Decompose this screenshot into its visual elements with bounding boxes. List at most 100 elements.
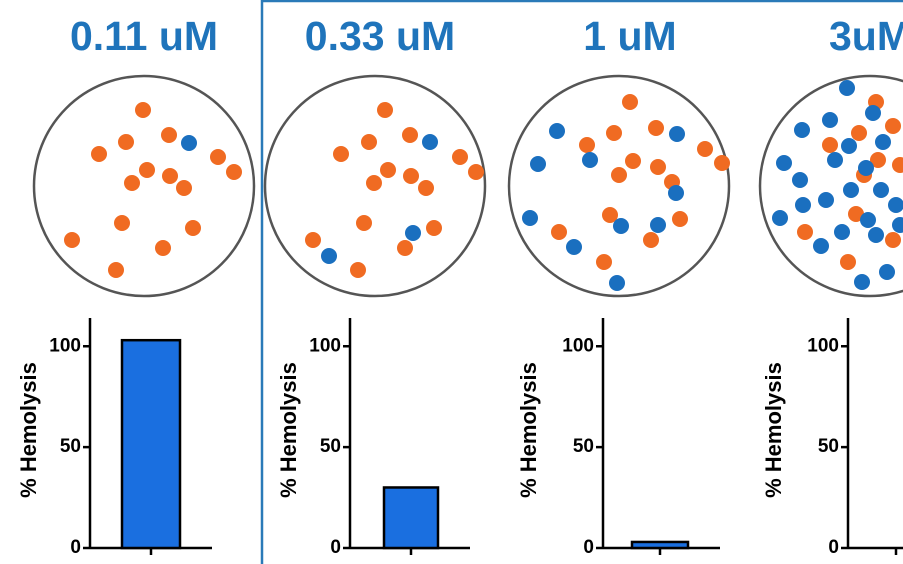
cell-dot bbox=[839, 80, 855, 96]
cell-dot bbox=[181, 135, 197, 151]
y-tick-label: 0 bbox=[828, 537, 839, 558]
figure: 0.11 uM % Hemolysis 0 50 100 0.33 uM % Hemolys… bbox=[0, 0, 903, 564]
cell-dot bbox=[321, 248, 337, 264]
cell-dot bbox=[579, 137, 595, 153]
cell-dot bbox=[366, 175, 382, 191]
cell-dot bbox=[64, 232, 80, 248]
cell-dot bbox=[118, 134, 134, 150]
cell-dot bbox=[813, 238, 829, 254]
cell-dot bbox=[135, 102, 151, 118]
cell-dot bbox=[843, 182, 859, 198]
cell-dot bbox=[697, 141, 713, 157]
y-tick-label: 0 bbox=[583, 537, 594, 558]
bar bbox=[384, 487, 438, 548]
panel-title: 3uM bbox=[829, 13, 903, 59]
cell-dot bbox=[622, 94, 638, 110]
cell-dot bbox=[176, 180, 192, 196]
cell-dot bbox=[797, 224, 813, 240]
cell-dot bbox=[668, 185, 684, 201]
cell-dot bbox=[551, 224, 567, 240]
cell-dot bbox=[161, 127, 177, 143]
y-tick-label: 0 bbox=[70, 537, 81, 558]
y-tick-label: 100 bbox=[807, 335, 839, 356]
cell-dot bbox=[114, 215, 130, 231]
cell-dot bbox=[827, 152, 843, 168]
cell-dot bbox=[795, 197, 811, 213]
cell-dot bbox=[155, 240, 171, 256]
cell-dot bbox=[356, 215, 372, 231]
y-tick-label: 50 bbox=[60, 436, 81, 457]
y-tick-label: 100 bbox=[49, 335, 81, 356]
cell-dot bbox=[452, 149, 468, 165]
panel-title: 0.33 uM bbox=[305, 13, 455, 59]
cell-dot bbox=[879, 264, 895, 280]
cell-dot bbox=[522, 210, 538, 226]
cell-dot bbox=[772, 210, 788, 226]
cell-dot bbox=[582, 152, 598, 168]
cell-dot bbox=[794, 122, 810, 138]
y-tick-label: 100 bbox=[309, 335, 341, 356]
y-axis-label: % Hemolysis bbox=[276, 362, 301, 498]
cell-dot bbox=[885, 232, 901, 248]
cell-dot bbox=[875, 134, 891, 150]
cell-dot bbox=[643, 232, 659, 248]
panel-title: 0.11 uM bbox=[70, 13, 218, 59]
cell-dot bbox=[162, 168, 178, 184]
cell-dot bbox=[397, 240, 413, 256]
cell-dot bbox=[865, 105, 881, 121]
cell-dot bbox=[210, 149, 226, 165]
cell-dot bbox=[566, 239, 582, 255]
cell-dot bbox=[841, 138, 857, 154]
cell-dot bbox=[611, 167, 627, 183]
cell-dot bbox=[669, 126, 685, 142]
y-tick-label: 100 bbox=[562, 335, 594, 356]
cell-dot bbox=[91, 146, 107, 162]
cell-dot bbox=[834, 224, 850, 240]
y-tick-label: 50 bbox=[573, 436, 594, 457]
cell-dot bbox=[596, 254, 612, 270]
cell-dot bbox=[892, 157, 903, 173]
cell-dot bbox=[648, 120, 664, 136]
cell-dot bbox=[851, 125, 867, 141]
cell-dot bbox=[818, 192, 834, 208]
cell-dot bbox=[860, 212, 876, 228]
cell-dot bbox=[650, 217, 666, 233]
cell-dot bbox=[380, 162, 396, 178]
y-tick-label: 0 bbox=[330, 537, 341, 558]
cell-dot bbox=[776, 155, 792, 171]
cell-dot bbox=[139, 162, 155, 178]
cell-dot bbox=[305, 232, 321, 248]
cell-dot bbox=[377, 102, 393, 118]
cell-dot bbox=[226, 164, 242, 180]
cell-dot bbox=[888, 197, 903, 213]
cell-dot bbox=[613, 218, 629, 234]
cell-dot bbox=[858, 160, 874, 176]
cell-dot bbox=[854, 274, 870, 290]
cell-dot bbox=[468, 164, 484, 180]
cell-dot bbox=[672, 211, 688, 227]
cell-dot bbox=[822, 137, 838, 153]
y-axis-label: % Hemolysis bbox=[16, 362, 41, 498]
bar bbox=[122, 340, 180, 548]
cell-dot bbox=[650, 159, 666, 175]
cell-dot bbox=[333, 146, 349, 162]
cell-dot bbox=[402, 127, 418, 143]
cell-dot bbox=[885, 118, 901, 134]
cell-circle bbox=[509, 76, 729, 296]
cell-dot bbox=[185, 220, 201, 236]
cell-dot bbox=[418, 180, 434, 196]
cell-dot bbox=[609, 275, 625, 291]
y-tick-label: 50 bbox=[818, 436, 839, 457]
cell-dot bbox=[422, 134, 438, 150]
cell-dot bbox=[714, 155, 730, 171]
cell-dot bbox=[792, 172, 808, 188]
bar bbox=[632, 542, 688, 548]
cell-dot bbox=[405, 225, 421, 241]
cell-dot bbox=[403, 168, 419, 184]
cell-dot bbox=[892, 217, 903, 233]
cell-dot bbox=[549, 123, 565, 139]
cell-dot bbox=[124, 175, 140, 191]
cell-dot bbox=[840, 254, 856, 270]
cell-dot bbox=[361, 134, 377, 150]
y-tick-label: 50 bbox=[320, 436, 341, 457]
